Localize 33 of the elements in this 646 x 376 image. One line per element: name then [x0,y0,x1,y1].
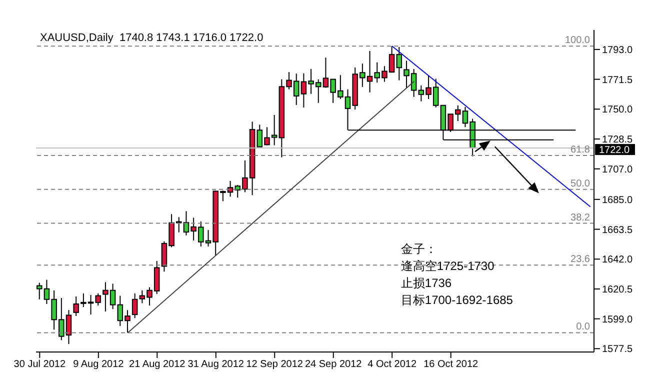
y-tick-label: 1577.5 [602,344,634,356]
ref-line-label: 1722.0 [599,145,630,156]
candlestick [132,292,138,319]
y-tick-label: 1685.0 [602,194,634,206]
y-tick-label: 1728.5 [602,134,634,146]
x-tick-label: 30 Jul 2012 [14,359,66,370]
y-tick-label: 1771.5 [602,74,634,86]
annotation: 逢高空1725-1730 [400,258,496,276]
y-tick-label: 1707.0 [602,164,634,176]
y-tick-label: 1663.5 [602,224,634,236]
annotation: 金子： [400,241,438,258]
annotation: 100.0 [564,35,590,46]
annotation: 止损1736 [400,275,453,292]
x-tick-label: 9 Aug 2012 [73,359,124,370]
annotation: 目标1700-1692-1685 [400,292,513,310]
annotation: 38.2 [570,212,590,224]
annotation: 50.0 [570,178,590,190]
y-tick-label: 1620.5 [602,284,634,296]
x-tick-label: 4 Oct 2012 [368,359,417,370]
x-tick-label: 31 Aug 2012 [188,359,244,370]
annotation: 23.6 [570,254,590,266]
y-tick-label: 1793.0 [602,44,634,56]
x-tick-label: 21 Aug 2012 [129,359,186,370]
y-tick-label: 1750.0 [602,104,634,116]
y-tick-label: 1642.0 [602,254,634,266]
chart-title: XAUUSD,Daily 1740.8 1743.1 1716.0 1722.0 [40,32,264,44]
candlestick [396,46,402,81]
x-tick-label: 16 Oct 2012 [424,359,479,370]
annotation: 61.8 [570,144,590,156]
y-tick-label: 1599.0 [602,314,634,326]
annotation: 0.0 [576,322,590,333]
x-tick-label: 24 Sep 2012 [304,359,362,370]
x-tick-label: 12 Sep 2012 [246,359,304,370]
